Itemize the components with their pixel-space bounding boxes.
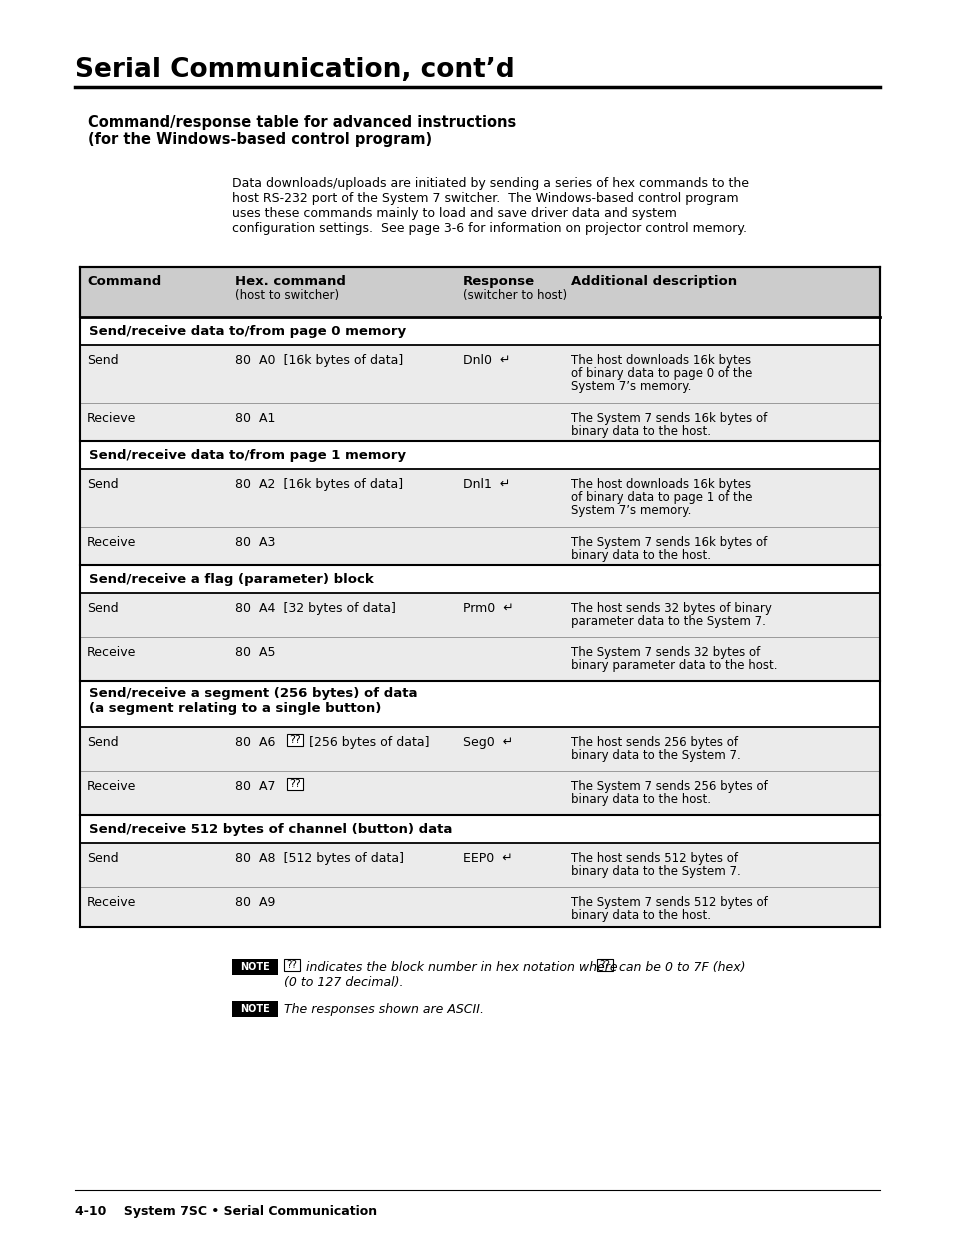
FancyBboxPatch shape xyxy=(80,469,879,527)
Text: The System 7 sends 32 bytes of: The System 7 sends 32 bytes of xyxy=(571,646,760,659)
Text: binary data to the System 7.: binary data to the System 7. xyxy=(571,864,740,878)
Text: can be 0 to 7F (hex): can be 0 to 7F (hex) xyxy=(615,961,744,974)
Text: The responses shown are ASCII.: The responses shown are ASCII. xyxy=(284,1003,483,1016)
FancyBboxPatch shape xyxy=(80,527,879,564)
FancyBboxPatch shape xyxy=(80,403,879,441)
Text: 80  A3: 80 A3 xyxy=(234,536,275,550)
FancyBboxPatch shape xyxy=(80,593,879,637)
Text: binary data to the host.: binary data to the host. xyxy=(571,793,710,806)
FancyBboxPatch shape xyxy=(284,960,299,971)
FancyBboxPatch shape xyxy=(597,960,613,971)
Text: of binary data to page 0 of the: of binary data to page 0 of the xyxy=(571,367,752,380)
Text: binary data to the System 7.: binary data to the System 7. xyxy=(571,748,740,762)
Text: Command/response table for advanced instructions
(for the Windows-based control : Command/response table for advanced inst… xyxy=(88,115,516,147)
Text: (host to switcher): (host to switcher) xyxy=(234,289,338,303)
Text: The System 7 sends 512 bytes of: The System 7 sends 512 bytes of xyxy=(571,897,767,909)
Text: Send: Send xyxy=(87,601,118,615)
Text: The host sends 256 bytes of: The host sends 256 bytes of xyxy=(571,736,738,748)
Text: 80  A0  [16k bytes of data]: 80 A0 [16k bytes of data] xyxy=(234,354,403,367)
Text: Send: Send xyxy=(87,478,118,492)
Text: of binary data to page 1 of the: of binary data to page 1 of the xyxy=(571,492,752,504)
Text: The System 7 sends 16k bytes of: The System 7 sends 16k bytes of xyxy=(571,536,766,550)
Text: Command: Command xyxy=(87,275,161,288)
Text: The System 7 sends 16k bytes of: The System 7 sends 16k bytes of xyxy=(571,412,766,425)
FancyBboxPatch shape xyxy=(80,441,879,469)
Text: Send/receive data to/from page 0 memory: Send/receive data to/from page 0 memory xyxy=(89,325,406,338)
Text: 80  A4  [32 bytes of data]: 80 A4 [32 bytes of data] xyxy=(234,601,395,615)
Text: (0 to 127 decimal).: (0 to 127 decimal). xyxy=(284,976,403,989)
FancyBboxPatch shape xyxy=(80,727,879,771)
Text: binary parameter data to the host.: binary parameter data to the host. xyxy=(571,659,777,672)
Text: 80  A1: 80 A1 xyxy=(234,412,275,425)
FancyBboxPatch shape xyxy=(287,734,303,746)
Text: 80  A7: 80 A7 xyxy=(234,781,283,793)
Text: Response: Response xyxy=(462,275,535,288)
Text: Send/receive 512 bytes of channel (button) data: Send/receive 512 bytes of channel (butto… xyxy=(89,823,452,836)
Text: Dnl0  ↵: Dnl0 ↵ xyxy=(462,354,510,367)
Text: (a segment relating to a single button): (a segment relating to a single button) xyxy=(89,701,381,715)
Text: 80  A6: 80 A6 xyxy=(234,736,283,748)
FancyBboxPatch shape xyxy=(80,267,879,317)
Text: EEP0  ↵: EEP0 ↵ xyxy=(462,852,512,864)
Text: Receive: Receive xyxy=(87,781,136,793)
Text: Hex. command: Hex. command xyxy=(234,275,346,288)
Text: Send: Send xyxy=(87,736,118,748)
Text: ??: ?? xyxy=(289,735,300,745)
Text: binary data to the host.: binary data to the host. xyxy=(571,909,710,923)
FancyBboxPatch shape xyxy=(80,771,879,815)
Text: Recieve: Recieve xyxy=(87,412,136,425)
Text: Additional description: Additional description xyxy=(571,275,737,288)
FancyBboxPatch shape xyxy=(80,680,879,727)
FancyBboxPatch shape xyxy=(80,345,879,403)
Text: Serial Communication, cont’d: Serial Communication, cont’d xyxy=(75,57,515,83)
FancyBboxPatch shape xyxy=(80,887,879,927)
Text: The host downloads 16k bytes: The host downloads 16k bytes xyxy=(571,354,750,367)
Text: ??: ?? xyxy=(289,779,300,789)
Text: (switcher to host): (switcher to host) xyxy=(462,289,566,303)
Text: binary data to the host.: binary data to the host. xyxy=(571,550,710,562)
Text: Send: Send xyxy=(87,852,118,864)
FancyBboxPatch shape xyxy=(80,844,879,887)
Text: Receive: Receive xyxy=(87,646,136,659)
Text: Receive: Receive xyxy=(87,536,136,550)
Text: Seg0  ↵: Seg0 ↵ xyxy=(462,736,513,748)
Text: The host downloads 16k bytes: The host downloads 16k bytes xyxy=(571,478,750,492)
FancyBboxPatch shape xyxy=(232,1002,277,1016)
Text: parameter data to the System 7.: parameter data to the System 7. xyxy=(571,615,765,629)
Text: Send/receive a segment (256 bytes) of data: Send/receive a segment (256 bytes) of da… xyxy=(89,687,417,700)
FancyBboxPatch shape xyxy=(80,637,879,680)
Text: 4-10    System 7SC • Serial Communication: 4-10 System 7SC • Serial Communication xyxy=(75,1205,376,1218)
Text: Dnl1  ↵: Dnl1 ↵ xyxy=(462,478,510,492)
Text: Send/receive data to/from page 1 memory: Send/receive data to/from page 1 memory xyxy=(89,450,406,462)
Text: Data downloads/uploads are initiated by sending a series of hex commands to the
: Data downloads/uploads are initiated by … xyxy=(232,177,748,235)
Text: The host sends 512 bytes of: The host sends 512 bytes of xyxy=(571,852,738,864)
Text: Receive: Receive xyxy=(87,897,136,909)
FancyBboxPatch shape xyxy=(80,564,879,593)
Text: System 7’s memory.: System 7’s memory. xyxy=(571,504,691,517)
Text: ??: ?? xyxy=(598,960,610,969)
Text: NOTE: NOTE xyxy=(240,962,270,972)
Text: ??: ?? xyxy=(286,960,297,969)
Text: 80  A5: 80 A5 xyxy=(234,646,275,659)
Text: 80  A2  [16k bytes of data]: 80 A2 [16k bytes of data] xyxy=(234,478,403,492)
Text: System 7’s memory.: System 7’s memory. xyxy=(571,380,691,393)
FancyBboxPatch shape xyxy=(232,960,277,974)
Text: Send: Send xyxy=(87,354,118,367)
FancyBboxPatch shape xyxy=(80,317,879,345)
FancyBboxPatch shape xyxy=(80,815,879,844)
Text: NOTE: NOTE xyxy=(240,1004,270,1014)
Text: [256 bytes of data]: [256 bytes of data] xyxy=(305,736,429,748)
Text: binary data to the host.: binary data to the host. xyxy=(571,425,710,438)
Text: Send/receive a flag (parameter) block: Send/receive a flag (parameter) block xyxy=(89,573,374,585)
Text: 80  A8  [512 bytes of data]: 80 A8 [512 bytes of data] xyxy=(234,852,403,864)
Text: The host sends 32 bytes of binary: The host sends 32 bytes of binary xyxy=(571,601,771,615)
Text: Prm0  ↵: Prm0 ↵ xyxy=(462,601,514,615)
Text: 80  A9: 80 A9 xyxy=(234,897,275,909)
Text: indicates the block number in hex notation where: indicates the block number in hex notati… xyxy=(302,961,621,974)
FancyBboxPatch shape xyxy=(287,778,303,790)
Text: The System 7 sends 256 bytes of: The System 7 sends 256 bytes of xyxy=(571,781,767,793)
